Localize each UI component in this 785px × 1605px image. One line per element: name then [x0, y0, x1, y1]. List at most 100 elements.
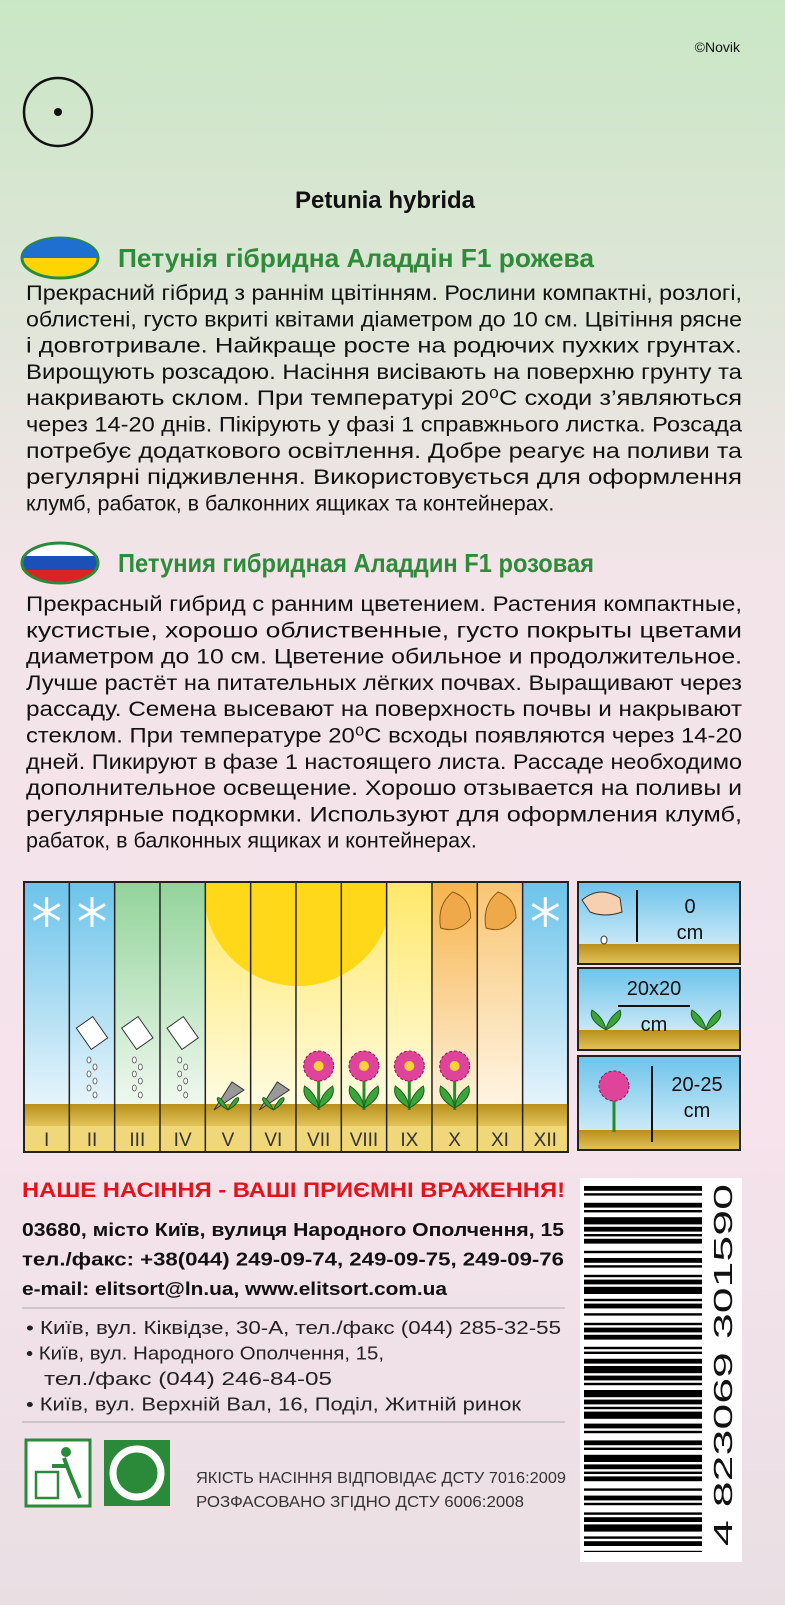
snowflake: [32, 897, 61, 927]
green-dot: [109, 1445, 165, 1501]
address-line: тел./факс: +38(044) 249-09-74, 249-09-75…: [22, 1249, 564, 1270]
recycle-icons: [24, 1438, 170, 1508]
seed: [137, 1077, 143, 1085]
month-column: [159, 882, 206, 1104]
barcode-bar: [584, 1250, 702, 1254]
barcode-bar: [584, 1366, 702, 1374]
barcode-bar: [584, 1279, 702, 1285]
leaves: [439, 1085, 470, 1109]
slogan: НАШЕ НАСІННЯ - ВАШІ ПРИЄМНІ ВРАЖЕННЯ!: [22, 1178, 565, 1202]
falling-seed: [600, 935, 608, 945]
description-line: і довготривале. Найкраще росте на родючи…: [26, 334, 742, 358]
address-line: 03680, місто Київ, вулиця Народного Опол…: [22, 1219, 564, 1240]
barcode-bar: [584, 1322, 702, 1326]
shop-line: тел./факс (044) 246-84-05: [44, 1368, 332, 1389]
flower-center: [449, 1061, 460, 1071]
barcode-bar: [584, 1440, 702, 1446]
barcode-bar: [584, 1217, 702, 1225]
panel-frame: [577, 967, 741, 1051]
panel-ground: [578, 1030, 740, 1050]
snowflake-arm: [32, 903, 61, 921]
depth-value: 0: [684, 896, 695, 918]
copyright: ©Novik: [695, 39, 741, 55]
oak-leaf: [439, 891, 472, 931]
seed-packet: [120, 1015, 154, 1051]
barcode-bar: [584, 1265, 702, 1268]
barcode-bar: [584, 1210, 702, 1213]
description-line: потребує додаткового освітлення. Добре р…: [26, 439, 742, 463]
barcode-bar: [584, 1454, 702, 1462]
latin-name: Petunia hybrida: [295, 187, 476, 214]
barcode-bar: [584, 1375, 702, 1381]
description-line: регулярные подкормки. Используют для офо…: [26, 802, 742, 826]
barcode-bar: [584, 1202, 702, 1208]
barcode-bar: [584, 1447, 702, 1450]
panel-ground: [578, 1130, 740, 1150]
barcode-bar: [584, 1258, 702, 1263]
leaves: [348, 1085, 380, 1109]
spacing-unit: cm: [641, 1014, 668, 1036]
panel-frame: [577, 881, 741, 965]
section-title: Петуния гибридная Аладдин F1 розовая: [118, 548, 594, 578]
seedling: [690, 1009, 722, 1031]
snowflake: [78, 897, 106, 927]
bin: [34, 1470, 60, 1500]
description-line: Лучше растёт на питательных лёгких почва…: [26, 671, 742, 695]
barcode-bar: [584, 1226, 702, 1232]
barcode-bar: [584, 1471, 702, 1474]
barcode-bar: [584, 1550, 702, 1552]
snowflake-arm: [531, 903, 560, 921]
barcode-bar: [584, 1536, 702, 1539]
description-line: Прекрасный гибрид с ранним цветением. Ра…: [26, 592, 742, 616]
height-value: 20-25: [671, 1074, 722, 1096]
quality-line: РОЗФАСОВАНО ЗГІДНО ДСТУ 6006:2008: [196, 1494, 524, 1511]
description-line: рассаду. Семена высевают на поверхность …: [26, 697, 742, 721]
month-label: I: [44, 1130, 49, 1151]
barcode-bar: [584, 1399, 702, 1405]
month-label: XII: [534, 1130, 557, 1151]
seed: [92, 1063, 98, 1071]
barcode-bar: [584, 1303, 702, 1309]
mark-circle: [22, 76, 94, 148]
month-label: X: [448, 1130, 461, 1151]
barcode-bar: [584, 1327, 702, 1333]
oak-leaf: [484, 891, 517, 931]
description-line: дополнительное освещение. Хорошо отзывае…: [26, 776, 742, 800]
description-line: регулярні підживлення. Використовується …: [26, 465, 742, 489]
barcode-bar: [584, 1517, 702, 1522]
seed-packet: [166, 1015, 199, 1051]
seed: [131, 1070, 137, 1078]
month-label: IV: [174, 1130, 192, 1151]
seed-packet: [75, 1015, 109, 1051]
month-label: IX: [400, 1130, 418, 1151]
height-unit: cm: [684, 1100, 711, 1122]
seed: [86, 1084, 92, 1092]
section-title: Петунія гібридна Аладдін F1 рожева: [118, 243, 595, 273]
seed: [177, 1070, 183, 1078]
seed: [177, 1056, 183, 1064]
description-line: кустистые, хорошо облиственные, густо по…: [26, 618, 742, 642]
barcode-bar: [584, 1411, 702, 1419]
description-line: Вирощують розсадою. Насіння висівають на…: [26, 360, 742, 384]
leaves: [394, 1085, 425, 1109]
seed: [177, 1084, 183, 1092]
seed: [183, 1077, 189, 1085]
sprout: [216, 1097, 240, 1111]
description-line: диаметром до 10 см. Цветение обильное и …: [26, 645, 742, 669]
address-line: e-mail: elitsort@ln.ua, www.elitsort.com…: [22, 1278, 448, 1299]
flower-center: [313, 1061, 324, 1071]
barcode-bar: [584, 1351, 702, 1354]
barcode-bar: [584, 1193, 702, 1196]
flag-ua-blue: [22, 238, 98, 258]
spacing-value: 20x20: [627, 978, 682, 1000]
month-label: VI: [264, 1130, 282, 1151]
barcode-bar: [584, 1476, 702, 1482]
shop-line: • Київ, вул. Кіквідзе, 30-А, тел./факс (…: [26, 1317, 561, 1338]
barcode-bar: [584, 1464, 702, 1470]
month-label: II: [87, 1130, 98, 1151]
seed: [131, 1084, 137, 1092]
barcode-bar: [584, 1524, 702, 1532]
description-line: через 14-20 днів. Пікірують у фазі 1 спр…: [26, 413, 742, 437]
barcode-bar: [584, 1238, 702, 1244]
